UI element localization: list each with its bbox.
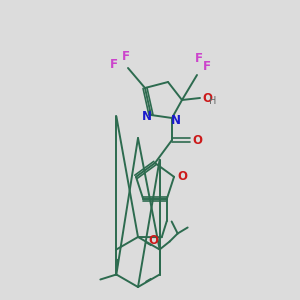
Text: F: F — [203, 61, 211, 74]
Text: N: N — [171, 113, 181, 127]
Text: O: O — [177, 170, 187, 183]
Text: N: N — [142, 110, 152, 124]
Text: F: F — [110, 58, 118, 71]
Text: F: F — [122, 50, 130, 64]
Text: O: O — [149, 234, 159, 247]
Text: H: H — [209, 96, 217, 106]
Text: O: O — [192, 134, 202, 146]
Text: O: O — [202, 92, 212, 104]
Text: F: F — [195, 52, 203, 65]
